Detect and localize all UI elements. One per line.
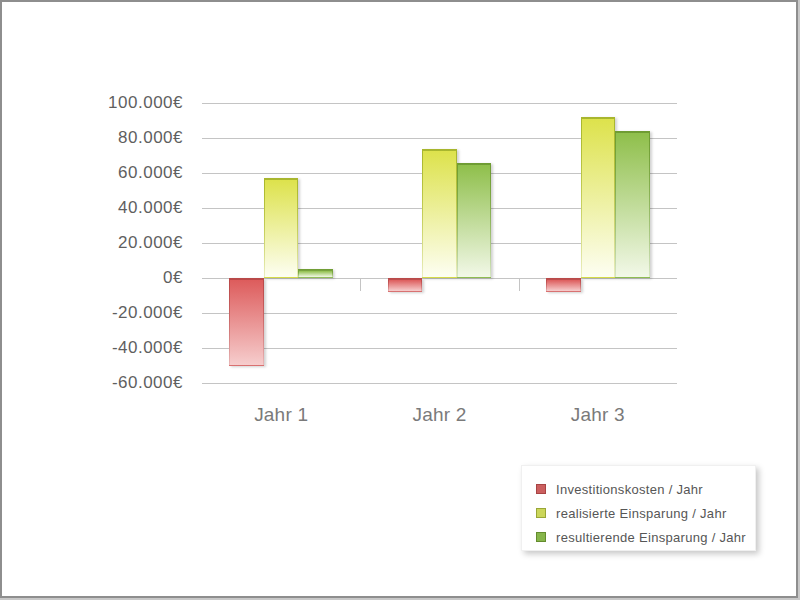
gridline <box>202 103 677 104</box>
y-tick-label: -40.000€ <box>42 339 183 357</box>
y-tick-label: 0€ <box>42 269 183 287</box>
bar-investitionskosten-jahr1 <box>229 278 264 366</box>
x-category-label: Jahr 2 <box>360 404 518 426</box>
bar-resultierende-einsparung-jahr1 <box>298 269 333 278</box>
category-tick <box>519 278 520 291</box>
chart-card: 100.000€ 80.000€ 60.000€ 40.000€ 20.000€ 0€ -2… <box>0 0 798 598</box>
legend: Investitionskosten / Jahr realisierte Ei… <box>521 465 756 551</box>
legend-swatch-investitionskosten-icon <box>536 484 546 494</box>
bar-realisierte-einsparung-jahr1 <box>264 178 299 278</box>
legend-label: Investitionskosten / Jahr <box>556 482 703 497</box>
y-tick-label: -60.000€ <box>42 374 183 392</box>
y-tick-label: 60.000€ <box>42 164 183 182</box>
plot-area <box>202 103 677 383</box>
y-axis-labels: 100.000€80.000€60.000€40.000€20.000€0€-2… <box>42 103 183 383</box>
gridline <box>202 383 677 384</box>
y-tick-label: 80.000€ <box>42 129 183 147</box>
x-category-label: Jahr 3 <box>519 404 677 426</box>
legend-label: resultierende Einsparung / Jahr <box>556 530 746 545</box>
bar-realisierte-einsparung-jahr2 <box>422 149 457 279</box>
legend-item-resultierende-einsparung: resultierende Einsparung / Jahr <box>536 525 755 549</box>
legend-swatch-realisierte-einsparung-icon <box>536 508 546 518</box>
gridline <box>202 348 677 349</box>
y-tick-label: 20.000€ <box>42 234 183 252</box>
bar-resultierende-einsparung-jahr2 <box>457 163 492 279</box>
bar-resultierende-einsparung-jahr3 <box>615 131 650 278</box>
legend-label: realisierte Einsparung / Jahr <box>556 506 727 521</box>
bar-investitionskosten-jahr3 <box>546 278 581 292</box>
x-axis-labels: Jahr 1Jahr 2Jahr 3 <box>202 404 677 428</box>
gridline <box>202 313 677 314</box>
bar-investitionskosten-jahr2 <box>388 278 423 292</box>
x-category-label: Jahr 1 <box>202 404 360 426</box>
gridline <box>202 278 677 279</box>
category-tick <box>360 278 361 291</box>
y-tick-label: 40.000€ <box>42 199 183 217</box>
legend-swatch-resultierende-einsparung-icon <box>536 532 546 542</box>
legend-item-investitionskosten: Investitionskosten / Jahr <box>536 477 755 501</box>
bar-realisierte-einsparung-jahr3 <box>581 117 616 278</box>
y-tick-label: 100.000€ <box>42 94 183 112</box>
y-tick-label: -20.000€ <box>42 304 183 322</box>
legend-item-realisierte-einsparung: realisierte Einsparung / Jahr <box>536 501 755 525</box>
